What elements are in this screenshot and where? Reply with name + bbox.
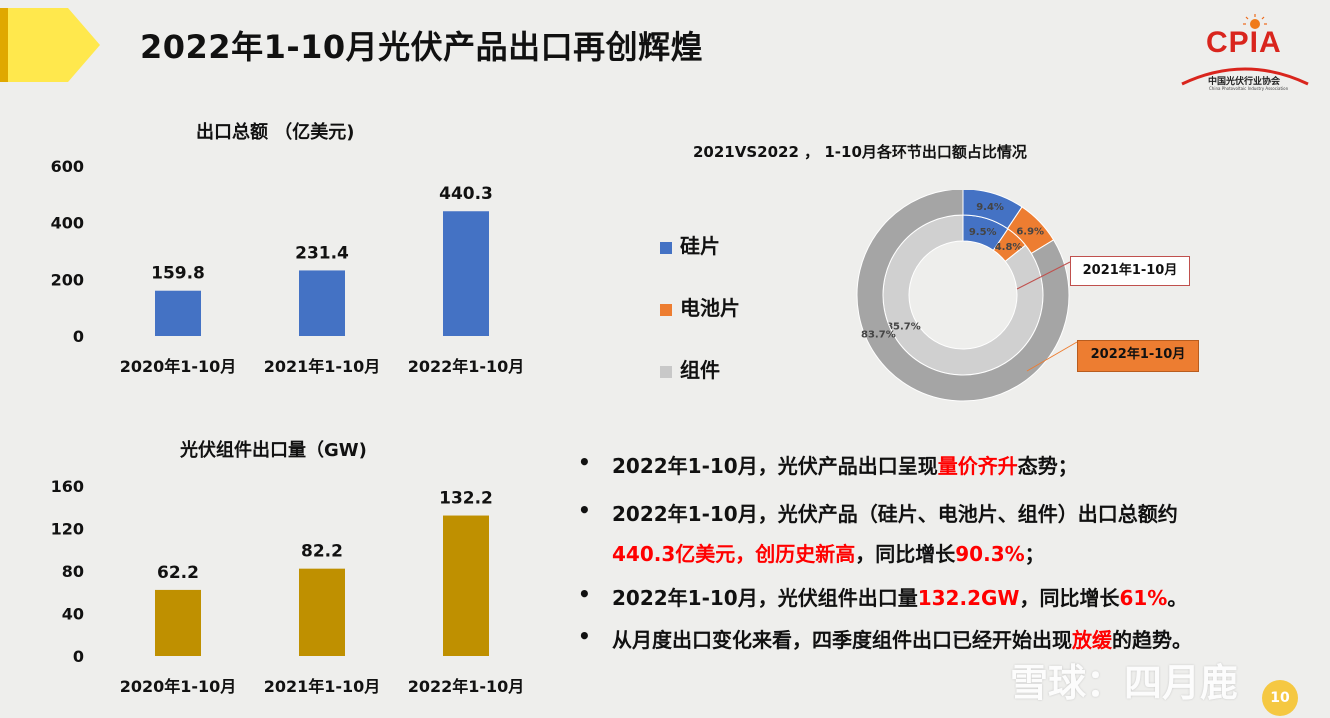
bar — [155, 589, 201, 656]
logo-en: China Photovoltaic Industry Association — [1209, 86, 1289, 91]
y-tick-label: 200 — [51, 270, 84, 289]
bullet-marker: • — [578, 624, 591, 648]
page-title: 2022年1-10月光伏产品出口再创辉煌 — [140, 28, 704, 66]
donut-slice-label: 85.7% — [886, 322, 921, 333]
chart3-title: 2021VS2022 ， 1-10月各环节出口额占比情况 — [693, 143, 1027, 161]
y-tick-label: 400 — [51, 214, 84, 233]
legend-item-silicon-wafer: 硅片 — [660, 230, 720, 259]
x-tick-label: 2020年1-10月 — [120, 677, 237, 696]
x-tick-label: 2021年1-10月 — [264, 357, 381, 376]
x-tick-label: 2022年1-10月 — [408, 357, 525, 376]
bullet-highlight: 量价齐升 — [937, 454, 1018, 478]
x-tick-label: 2021年1-10月 — [264, 677, 381, 696]
y-tick-label: 80 — [62, 562, 84, 581]
bar — [155, 290, 201, 336]
callout-2021: 2021年1-10月 — [1070, 256, 1190, 286]
bullet-marker: • — [578, 582, 591, 606]
legend-swatch — [660, 365, 672, 378]
bar-value-label: 132.2 — [439, 489, 493, 509]
bullet-text: 440.3亿美元，创历史新高，同比增长90.3%； — [612, 538, 1045, 567]
bullet-text: 2022年1-10月，光伏组件出口量132.2GW，同比增长61%。 — [612, 582, 1187, 611]
bullet-highlight: 132.2GW — [917, 586, 1020, 610]
donut-slice-label: 4.8% — [995, 242, 1023, 253]
logo-cn: 中国光伏行业协会 — [1208, 77, 1281, 87]
bar — [299, 568, 345, 656]
y-tick-label: 600 — [51, 157, 84, 176]
x-tick-label: 2020年1-10月 — [120, 357, 237, 376]
donut-slice — [856, 190, 1070, 402]
x-tick-label: 2022年1-10月 — [408, 677, 525, 696]
callout-leader-line — [1026, 341, 1078, 372]
y-tick-label: 120 — [51, 520, 84, 539]
cpia-logo — [1181, 14, 1309, 86]
export-share-donut-chart: 9.5% 4.8% 85.7% 9.4% 6.9% 83.7% — [856, 190, 1078, 402]
page-number: 10 — [1262, 680, 1298, 716]
bullet-segment: 的趋势。 — [1112, 628, 1192, 652]
callout-leader-line — [1016, 261, 1071, 290]
bullet-segment: 2022年1-10月，光伏产品出口呈现 — [612, 454, 938, 478]
legend-swatch — [660, 241, 672, 254]
bar-value-label: 159.8 — [151, 264, 205, 284]
bullet-highlight: 放缓 — [1072, 628, 1112, 652]
y-tick-label: 40 — [62, 605, 84, 624]
title-banner-arrow — [0, 8, 100, 82]
bar — [443, 515, 489, 656]
bar-value-label: 82.2 — [301, 542, 343, 562]
legend-item-module: 组件 — [660, 354, 720, 383]
legend-item-cell: 电池片 — [660, 292, 740, 321]
donut-slice-label: 9.4% — [976, 202, 1004, 213]
y-tick-label: 160 — [51, 477, 84, 496]
bullet-segment: ，同比增长 — [855, 542, 956, 566]
export-value-bar-chart: 0 200 400 600 159.8 2020年1-10月 231.4 2021年1-10月… — [51, 157, 525, 376]
bar-value-label: 231.4 — [295, 243, 349, 263]
bullet-highlight: 90.3% — [955, 542, 1025, 566]
bullet-highlight: 440.3亿美元，创历史新高 — [612, 542, 856, 566]
chart1-title: 出口总额 （亿美元) — [196, 122, 355, 143]
bullet-segment: 态势； — [1017, 454, 1078, 478]
bullet-segment: 2022年1-10月，光伏产品（硅片、电池片、组件）出口总额约 — [612, 502, 1178, 526]
legend-swatch — [660, 303, 672, 316]
bullet-segment: ； — [1024, 542, 1045, 566]
y-tick-label: 0 — [73, 647, 84, 666]
watermark: 雪球：四月鹿 — [1010, 661, 1239, 705]
bar — [443, 211, 489, 336]
logo-text: CPIA — [1206, 26, 1282, 59]
bullet-text: 2022年1-10月，光伏产品出口呈现量价齐升态势； — [612, 450, 1078, 479]
bar-value-label: 62.2 — [157, 563, 199, 583]
bullet-segment: 2022年1-10月，光伏组件出口量 — [612, 586, 918, 610]
chart2-title: 光伏组件出口量（GW) — [180, 440, 367, 461]
bullet-marker: • — [578, 498, 591, 522]
bar — [299, 270, 345, 336]
bullet-marker: • — [578, 450, 591, 474]
bullet-segment: 从月度出口变化来看，四季度组件出口已经开始出现 — [612, 628, 1072, 652]
donut-slice-label: 9.5% — [969, 227, 997, 238]
bar-value-label: 440.3 — [439, 184, 493, 204]
donut-slice-label: 6.9% — [1016, 227, 1044, 238]
y-tick-label: 0 — [73, 327, 84, 346]
bullet-text: 从月度出口变化来看，四季度组件出口已经开始出现放缓的趋势。 — [612, 624, 1192, 653]
bullet-text: 2022年1-10月，光伏产品（硅片、电池片、组件）出口总额约 — [612, 498, 1178, 527]
donut-slice-label: 83.7% — [861, 330, 896, 341]
bullet-highlight: 61% — [1119, 586, 1168, 610]
module-volume-bar-chart: 0 40 80 120 160 62.2 2020年1-10月 82.2 2021年1-10月 1… — [51, 477, 525, 696]
bullet-segment: ，同比增长 — [1019, 586, 1120, 610]
bullet-segment: 。 — [1167, 586, 1188, 610]
callout-2022: 2022年1-10月 — [1077, 340, 1199, 372]
